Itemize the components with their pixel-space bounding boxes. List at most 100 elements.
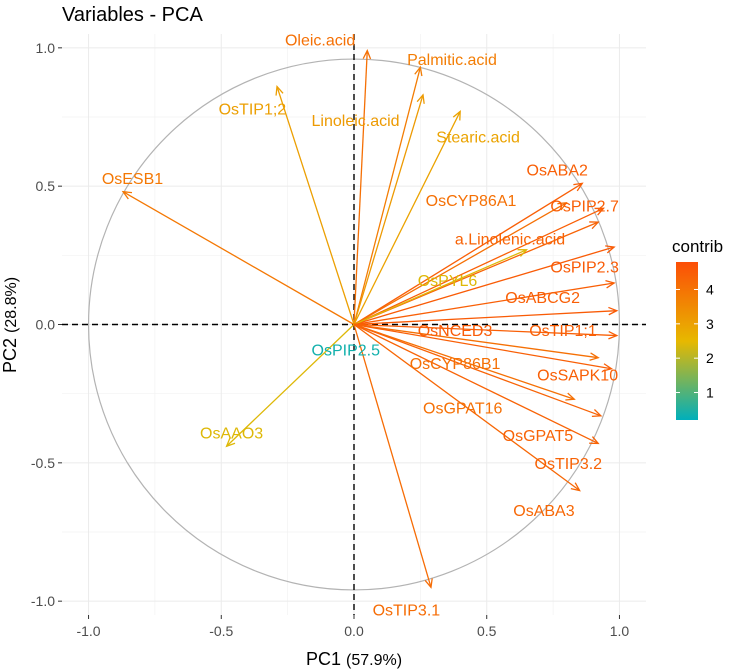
arrow-head-23	[424, 578, 433, 589]
arrow-head-6	[573, 182, 584, 192]
y-axis-label-pc: PC2	[0, 338, 20, 373]
arrow-line-14	[353, 323, 617, 337]
var-label-15: OsPIP2.5	[312, 342, 381, 359]
arrow-head-20	[225, 437, 236, 448]
contrib-legend: contrib 1 2 3 4	[672, 237, 723, 420]
var-label-6: OsABA2	[527, 163, 588, 180]
arrow-head-10	[605, 245, 616, 254]
var-label-21: OsTIP3.2	[535, 456, 603, 473]
y-axis-label: PC2 (28.8%)	[0, 277, 20, 373]
var-label-18: OsGPAT16	[423, 401, 503, 418]
y-tick-label-3: 0.5	[36, 178, 56, 194]
arrow-head-22	[570, 482, 581, 492]
arrow-line-0	[353, 50, 368, 325]
legend-ticks: 1 2 3 4	[676, 281, 714, 401]
var-label-23: OsTIP3.1	[373, 602, 441, 619]
var-label-22: OsABA3	[513, 503, 574, 520]
var-label-3: Linoleic.acid	[312, 113, 400, 130]
arrow-13	[353, 306, 619, 326]
x-tick-label-0: -1.0	[76, 623, 100, 639]
arrow-18	[353, 323, 576, 401]
var-label-11: OsPYL6	[418, 273, 478, 290]
arrow-14	[353, 323, 619, 340]
arrow-head-16	[589, 352, 600, 361]
arrow-head-18	[565, 392, 576, 401]
y-tick-label-0: -1.0	[31, 593, 55, 609]
var-label-19: OsGPAT5	[503, 428, 574, 445]
arrow-head-19	[591, 409, 603, 418]
arrow-line-5	[122, 191, 355, 326]
var-label-14: OsTIP1;1	[529, 323, 597, 340]
arrow-line-21	[353, 323, 599, 445]
arrow-line-4	[353, 111, 461, 325]
arrow-19	[353, 323, 603, 418]
var-label-9: a.Linolenic.acid	[455, 232, 565, 249]
arrow-line-17	[353, 323, 612, 370]
arrow-7	[353, 201, 568, 326]
var-label-1: Palmitic.acid	[407, 52, 497, 69]
var-label-8: OsPIP2.7	[550, 199, 619, 216]
legend-title: contrib	[672, 237, 723, 256]
var-label-12: OsABCG2	[505, 290, 580, 307]
arrow-line-7	[353, 202, 567, 326]
arrow-line-2	[276, 86, 355, 325]
arrow-line-3	[353, 94, 424, 325]
arrow-8	[353, 207, 605, 326]
arrow-1	[353, 65, 423, 325]
arrow-4	[353, 110, 461, 325]
arrow-head-14	[608, 330, 619, 340]
y-axis-ticks: -1.0 -0.5 0.0 0.5 1.0	[31, 40, 62, 609]
y-tick-label-4: 1.0	[36, 40, 56, 56]
arrow-head-1	[414, 65, 423, 77]
arrow-22	[353, 323, 581, 492]
arrow-line-18	[353, 323, 575, 400]
x-tick-label-4: 1.0	[610, 623, 630, 639]
arrow-head-4	[452, 110, 461, 121]
arrow-5	[121, 190, 355, 326]
y-tick-label-1: -0.5	[31, 455, 55, 471]
arrow-23	[353, 324, 433, 589]
arrow-head-0	[362, 49, 372, 60]
legend-tick-label-2: 3	[706, 316, 714, 332]
arrow-3	[353, 93, 425, 325]
x-axis-label-pc: PC1	[306, 649, 341, 669]
arrow-line-10	[353, 246, 615, 326]
x-tick-label-2: 0.0	[344, 623, 364, 639]
var-label-13: OsNCED3	[418, 323, 493, 340]
var-label-20: OsAAO3	[200, 425, 263, 442]
arrow-head-21	[589, 436, 600, 445]
arrow-head-2	[275, 85, 284, 96]
var-label-7: OsCYP86A1	[426, 193, 517, 210]
arrow-head-13	[608, 306, 619, 316]
arrow-2	[275, 85, 355, 325]
arrow-line-16	[353, 323, 599, 359]
arrow-10	[353, 245, 616, 326]
arrow-0	[353, 49, 372, 325]
arrow-20	[225, 324, 355, 448]
arrow-17	[353, 323, 614, 372]
var-label-4: Stearic.acid	[436, 129, 520, 146]
arrow-16	[353, 323, 600, 361]
x-axis-label-pct: (57.9%)	[346, 652, 402, 669]
var-label-16: OsCYP86B1	[410, 356, 501, 373]
arrow-11	[353, 249, 529, 326]
arrow-line-8	[353, 207, 604, 326]
var-label-0: Oleic.acid	[285, 33, 355, 50]
arrow-line-12	[353, 282, 615, 326]
arrow-line-20	[226, 324, 355, 447]
arrow-line-23	[353, 324, 432, 588]
legend-colorbar	[676, 262, 698, 420]
arrow-line-22	[353, 323, 581, 492]
arrow-head-8	[594, 207, 605, 216]
var-label-10: OsPIP2.3	[550, 259, 619, 276]
x-tick-label-1: -0.5	[209, 623, 233, 639]
chart-title: Variables - PCA	[62, 4, 203, 26]
arrow-head-12	[605, 280, 616, 289]
y-axis-label-pct: (28.8%)	[3, 277, 20, 333]
arrow-head-5	[121, 190, 133, 200]
arrow-head-9	[589, 221, 600, 230]
arrow-line-19	[353, 323, 602, 417]
arrow-line-11	[353, 249, 527, 326]
var-label-2: OsTIP1;2	[219, 102, 287, 119]
